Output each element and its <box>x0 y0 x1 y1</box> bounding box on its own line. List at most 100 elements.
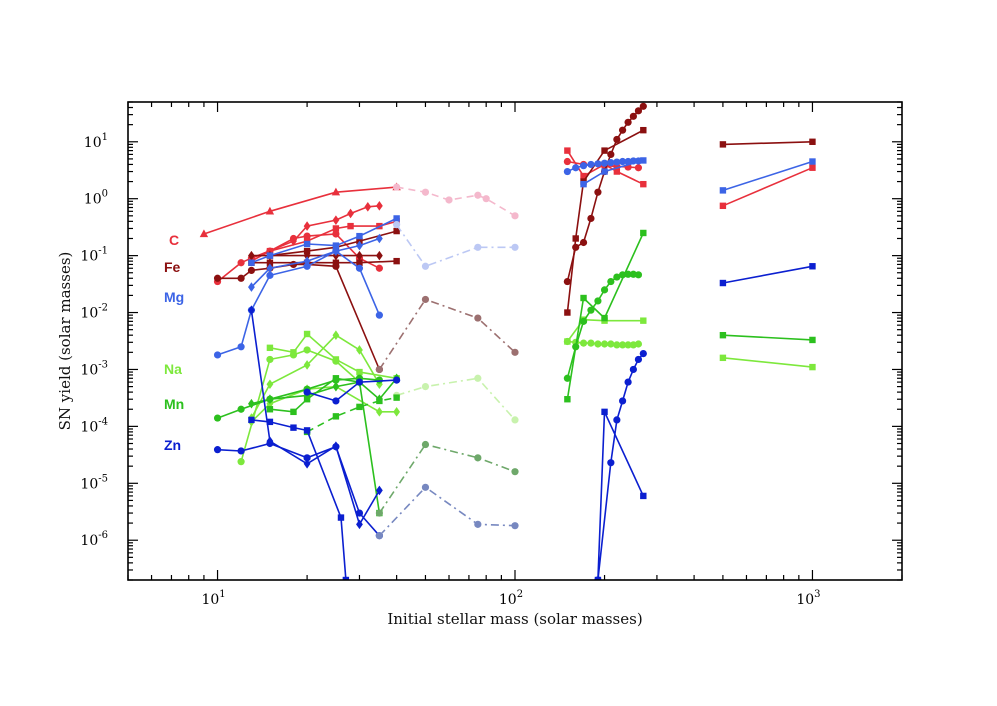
tick-base: 10 <box>499 592 517 608</box>
data-point <box>624 378 632 386</box>
series-mg <box>719 158 816 194</box>
data-point <box>511 416 519 424</box>
data-point <box>594 576 602 580</box>
data-point <box>393 376 401 384</box>
series-line <box>566 105 644 282</box>
series-line <box>396 377 516 421</box>
data-point <box>624 341 632 349</box>
data-point <box>356 519 363 530</box>
tick-exponent: -5 <box>98 473 108 484</box>
series-mg <box>248 215 400 266</box>
data-point <box>600 286 609 294</box>
data-point <box>587 339 595 347</box>
data-point <box>601 314 608 322</box>
data-point <box>266 263 274 274</box>
series-line <box>597 411 645 580</box>
data-point <box>332 259 340 266</box>
data-point <box>342 576 350 580</box>
legend-item-c: C <box>169 232 179 248</box>
data-point <box>511 348 519 356</box>
data-point <box>393 257 400 265</box>
series-line <box>217 250 381 356</box>
data-point <box>393 183 401 191</box>
series-mg <box>248 233 383 292</box>
legend-item-na: Na <box>164 361 182 377</box>
data-point <box>640 492 647 500</box>
data-point <box>303 330 311 338</box>
data-point <box>303 427 311 434</box>
data-point <box>624 118 632 126</box>
data-point <box>213 414 222 422</box>
series-line <box>250 237 380 288</box>
series-mn <box>266 375 383 517</box>
data-point <box>809 164 816 171</box>
series-fe <box>375 295 519 374</box>
series-line <box>722 141 813 146</box>
data-point <box>332 246 340 256</box>
data-point <box>356 345 363 355</box>
data-point <box>290 424 297 431</box>
data-point <box>580 294 587 302</box>
data-point <box>289 234 298 243</box>
series-line <box>203 186 397 235</box>
data-point <box>332 230 340 238</box>
series-zn <box>719 263 816 287</box>
legend: C Fe Mg Na Mn Zn <box>164 232 184 453</box>
data-point <box>393 215 400 222</box>
x-tick-label: 101 <box>201 589 225 608</box>
data-point <box>375 264 383 272</box>
series-zn <box>248 416 350 580</box>
data-point <box>347 208 354 219</box>
data-point <box>364 202 372 212</box>
data-point <box>290 408 297 416</box>
data-point <box>809 138 816 145</box>
data-point <box>600 159 609 167</box>
series-na <box>393 374 519 424</box>
series-line <box>250 385 397 423</box>
data-point <box>248 416 255 424</box>
data-point <box>266 436 274 446</box>
data-point <box>332 397 340 405</box>
data-point <box>375 485 383 496</box>
data-point <box>587 306 595 314</box>
data-point <box>266 252 274 259</box>
data-point <box>564 338 571 345</box>
data-point <box>237 274 245 282</box>
data-point <box>639 349 647 358</box>
data-point <box>474 374 482 382</box>
y-tick-label: 10-4 <box>80 416 108 435</box>
tick-exponent: -2 <box>98 303 108 314</box>
data-point <box>393 221 401 229</box>
data-point <box>266 271 274 279</box>
data-point <box>303 221 311 231</box>
data-point <box>563 157 571 166</box>
data-point <box>474 454 482 462</box>
series-layer <box>199 102 816 580</box>
data-point <box>474 191 482 199</box>
data-point <box>613 273 621 281</box>
data-point <box>266 406 274 413</box>
data-point <box>248 259 255 266</box>
data-point <box>624 270 632 278</box>
tick-base: 10 <box>84 192 102 208</box>
data-point <box>640 317 647 324</box>
series-na <box>719 354 816 371</box>
tick-exponent: 3 <box>814 589 820 600</box>
data-point <box>237 458 245 466</box>
tick-exponent: -3 <box>98 359 108 370</box>
data-point <box>237 343 245 351</box>
x-tick-label: 102 <box>499 589 523 608</box>
data-point <box>580 172 587 180</box>
data-point <box>594 297 602 305</box>
data-point <box>303 256 311 266</box>
legend-item-mg: Mg <box>164 289 184 305</box>
tick-exponent: -4 <box>98 416 108 427</box>
data-point <box>719 279 727 287</box>
data-point <box>564 396 571 403</box>
data-point <box>332 330 340 340</box>
data-point <box>607 277 615 286</box>
data-point <box>393 394 400 401</box>
data-point <box>421 262 430 270</box>
data-point <box>303 346 311 354</box>
